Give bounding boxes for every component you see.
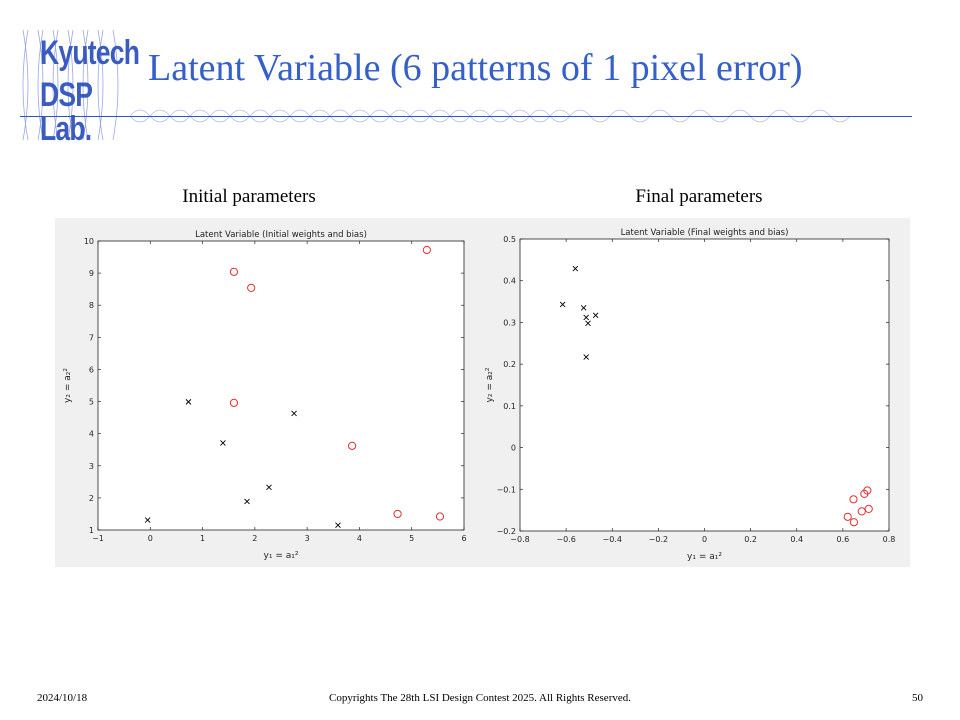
x-tick-label: 6 [461,534,466,543]
y-tick-label: 10 [84,237,94,246]
y-axis-label: y₂ = a₂² [485,367,495,402]
footer-copyright: Copyrights The 28th LSI Design Contest 2… [329,692,631,704]
y-tick-label: 4 [89,430,94,439]
x-tick-label: 0 [702,535,707,544]
x-tick-label: 1 [200,534,205,543]
plot-area [97,240,465,531]
y-tick-label: 1 [89,526,94,535]
wave-trail-icon [130,109,851,123]
y-axis-label: y₂ = a₂² [63,368,73,403]
circle-marker [860,489,869,498]
circle-marker [849,495,858,504]
wave-decoration-icon [22,30,119,140]
x-tick-label: 0.4 [790,535,803,544]
y-tick-label: 6 [89,365,94,374]
circle-marker [229,398,239,407]
x-tick-label: −1 [92,534,104,543]
slide-title: Latent Variable (6 patterns of 1 pixel e… [148,47,803,89]
y-tick-label: 0.3 [503,318,516,327]
circle-marker [247,283,256,292]
circle-marker [849,518,859,527]
y-tick-label: −0.1 [497,485,516,494]
circle-marker [435,512,445,521]
cross-marker [185,399,192,405]
cross-marker [583,314,590,321]
cross-marker [244,498,250,505]
circle-marker [229,267,239,276]
cross-marker [572,265,579,272]
x-axis-label: y₁ = a₁² [687,552,722,562]
y-tick-label: 3 [89,462,94,471]
cross-marker [585,320,591,327]
x-tick-label: 5 [409,534,414,543]
chart-title: Latent Variable (Final weights and bias) [621,228,789,238]
circle-marker [393,509,402,519]
logo-line2: DSP Lab. [40,76,92,148]
circle-marker [864,504,873,513]
subtitle-final: Final parameters [635,186,763,207]
cross-marker [291,410,297,417]
title-divider [20,116,912,117]
lab-logo: Kyutech DSP Lab. [18,30,148,146]
y-tick-label: 9 [89,269,94,278]
footer-page-number: 50 [912,692,923,704]
subtitle-initial: Initial parameters [182,186,316,207]
cross-marker [559,301,566,308]
y-tick-label: 2 [89,494,94,503]
cross-marker [335,522,341,529]
y-tick-label: 5 [89,398,94,407]
cross-marker [580,305,587,311]
x-tick-label: −0.2 [649,535,668,544]
y-tick-label: 0 [511,444,516,453]
chart-0: Latent Variable (Initial weights and bia… [63,230,467,561]
x-tick-label: 0 [148,534,153,543]
x-axis-label: y₁ = a₁² [264,551,299,561]
y-tick-label: −0.2 [497,527,516,536]
cross-marker [592,312,599,319]
y-tick-label: 8 [89,301,94,310]
chart-1: Latent Variable (Final weights and bias)… [485,228,895,562]
circle-marker [348,441,357,450]
scatter-charts: Latent Variable (Initial weights and bia… [63,228,895,562]
chart-title: Latent Variable (Initial weights and bia… [195,230,367,240]
y-tick-label: 0.1 [503,402,516,411]
cross-marker [266,484,272,491]
y-tick-label: 0.2 [503,360,516,369]
cross-marker [220,440,226,446]
y-tick-label: 7 [89,333,94,342]
x-tick-label: 3 [305,534,310,543]
circle-marker [857,507,866,516]
x-tick-label: 0.8 [883,535,896,544]
figure-panel: Latent Variable (Initial weights and bia… [55,218,910,567]
x-tick-label: −0.4 [603,535,622,544]
x-tick-label: 0.2 [744,535,757,544]
x-tick-label: −0.8 [510,535,529,544]
circle-marker [843,512,852,521]
circle-marker [422,245,431,255]
y-tick-label: 0.4 [503,277,516,286]
y-tick-label: 0.5 [503,235,516,244]
cross-marker [144,517,151,523]
x-tick-label: 0.6 [837,535,850,544]
cross-marker [583,354,590,360]
footer-date: 2024/10/18 [37,692,88,704]
x-tick-label: 4 [357,534,362,543]
logo-line1: Kyutech [40,34,140,72]
x-tick-label: 2 [252,534,257,543]
plot-area [519,238,890,532]
x-tick-label: −0.6 [556,535,575,544]
